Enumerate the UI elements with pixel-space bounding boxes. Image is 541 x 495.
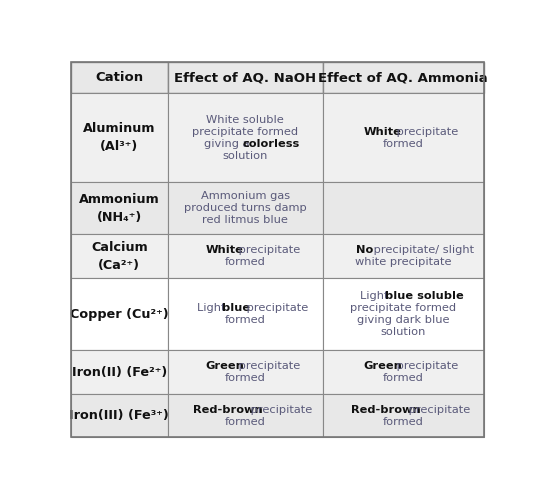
Bar: [168, 183, 322, 234]
Bar: [71, 394, 168, 438]
Text: red litmus blue: red litmus blue: [202, 215, 288, 225]
Text: Aluminum
(Al³⁺): Aluminum (Al³⁺): [83, 122, 155, 153]
Text: produced turns damp: produced turns damp: [184, 203, 307, 213]
Text: formed: formed: [383, 373, 424, 383]
Text: Green: Green: [363, 361, 402, 371]
Text: Ammonium
(NH₄⁺): Ammonium (NH₄⁺): [79, 193, 160, 224]
Text: Iron(III) (Fe³⁺): Iron(III) (Fe³⁺): [69, 409, 169, 422]
Text: formed: formed: [225, 373, 266, 383]
Text: precipitate: precipitate: [393, 361, 458, 371]
Bar: [71, 234, 168, 278]
Text: Ammonium gas: Ammonium gas: [201, 192, 290, 201]
Text: Light: Light: [360, 291, 392, 301]
Bar: [322, 350, 484, 394]
Bar: [168, 93, 322, 183]
Text: precipitate formed: precipitate formed: [350, 303, 456, 313]
Text: precipitate: precipitate: [247, 405, 312, 415]
Text: No: No: [356, 245, 373, 255]
Text: precipitate: precipitate: [243, 303, 308, 313]
Text: Green: Green: [205, 361, 244, 371]
Text: precipitate: precipitate: [393, 127, 458, 137]
Text: Copper (Cu²⁺): Copper (Cu²⁺): [70, 307, 169, 321]
Text: solution: solution: [222, 151, 268, 161]
Text: White: White: [364, 127, 401, 137]
Bar: [71, 93, 168, 183]
Bar: [168, 278, 322, 350]
Bar: [71, 278, 168, 350]
Text: Calcium
(Ca²⁺): Calcium (Ca²⁺): [91, 241, 148, 272]
Bar: [322, 234, 484, 278]
Text: White soluble: White soluble: [206, 115, 284, 125]
Text: white precipitate: white precipitate: [355, 257, 452, 267]
Text: Red-brown: Red-brown: [193, 405, 263, 415]
Text: formed: formed: [225, 417, 266, 427]
Text: Cation: Cation: [95, 71, 143, 84]
Text: precipitate: precipitate: [235, 245, 300, 255]
Text: Iron(II) (Fe²⁺): Iron(II) (Fe²⁺): [71, 366, 167, 379]
Bar: [168, 350, 322, 394]
Bar: [168, 394, 322, 438]
Text: precipitate formed: precipitate formed: [192, 127, 298, 137]
Text: blue: blue: [221, 303, 249, 313]
Text: giving a: giving a: [204, 139, 253, 149]
Bar: [322, 394, 484, 438]
Text: colorless: colorless: [242, 139, 299, 149]
Bar: [322, 62, 484, 93]
Text: blue soluble: blue soluble: [385, 291, 464, 301]
Text: Effect of AQ. Ammonia: Effect of AQ. Ammonia: [319, 71, 488, 84]
Bar: [168, 62, 322, 93]
Text: precipitate/ slight: precipitate/ slight: [370, 245, 474, 255]
Text: formed: formed: [225, 315, 266, 325]
Bar: [168, 234, 322, 278]
Bar: [322, 93, 484, 183]
Text: White: White: [205, 245, 243, 255]
Bar: [71, 183, 168, 234]
Text: Effect of AQ. NaOH: Effect of AQ. NaOH: [174, 71, 316, 84]
Text: formed: formed: [225, 257, 266, 267]
Text: giving dark blue: giving dark blue: [357, 315, 450, 325]
Text: Light: Light: [196, 303, 229, 313]
Bar: [71, 350, 168, 394]
Bar: [322, 183, 484, 234]
Bar: [322, 278, 484, 350]
Text: precipitate: precipitate: [235, 361, 300, 371]
Text: formed: formed: [383, 139, 424, 149]
Text: precipitate: precipitate: [405, 405, 470, 415]
Text: Red-brown: Red-brown: [351, 405, 421, 415]
Text: formed: formed: [383, 417, 424, 427]
Bar: [71, 62, 168, 93]
Text: solution: solution: [380, 327, 426, 337]
